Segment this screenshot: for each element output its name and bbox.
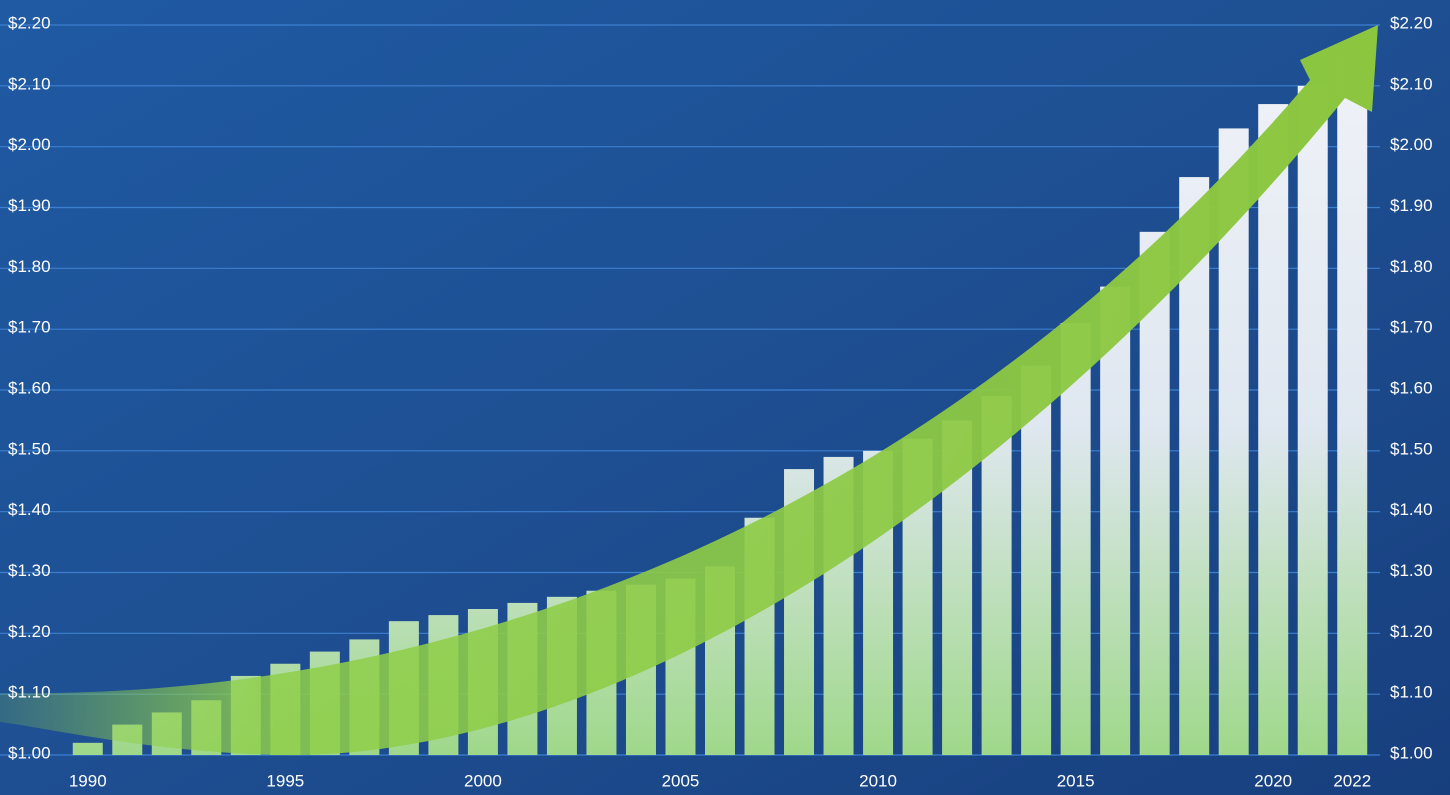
x-tick-label: 2022	[1333, 771, 1371, 790]
bar	[1060, 323, 1091, 755]
x-tick-label: 1995	[266, 771, 304, 790]
y2-tick-label: $1.80	[1390, 257, 1433, 276]
y2-tick-label: $1.60	[1390, 378, 1433, 397]
y-tick-label: $1.30	[8, 561, 51, 580]
y-tick-label: $1.10	[8, 683, 51, 702]
y-tick-label: $2.00	[8, 135, 51, 154]
y2-tick-label: $1.70	[1390, 318, 1433, 337]
bar	[1297, 85, 1328, 756]
bar	[1139, 231, 1170, 756]
y-tick-label: $1.50	[8, 439, 51, 458]
x-tick-label: 2020	[1254, 771, 1292, 790]
y2-tick-label: $1.40	[1390, 500, 1433, 519]
y-tick-label: $1.90	[8, 196, 51, 215]
y2-tick-label: $1.90	[1390, 196, 1433, 215]
y2-tick-label: $2.20	[1390, 13, 1433, 32]
bar	[1021, 365, 1052, 755]
x-tick-label: 2000	[464, 771, 502, 790]
bar	[72, 742, 103, 755]
y2-tick-label: $2.10	[1390, 74, 1433, 93]
y2-tick-label: $1.20	[1390, 622, 1433, 641]
y-tick-label: $1.80	[8, 257, 51, 276]
y-tick-label: $1.60	[8, 378, 51, 397]
y-tick-label: $1.70	[8, 318, 51, 337]
bar	[1258, 104, 1289, 756]
y-tick-label: $2.10	[8, 74, 51, 93]
x-tick-label: 2010	[859, 771, 897, 790]
y-tick-label: $1.40	[8, 500, 51, 519]
y2-tick-label: $2.00	[1390, 135, 1433, 154]
y-tick-label: $1.00	[8, 743, 51, 762]
y2-tick-label: $1.30	[1390, 561, 1433, 580]
x-tick-label: 2015	[1057, 771, 1095, 790]
x-tick-label: 1990	[69, 771, 107, 790]
y2-tick-label: $1.10	[1390, 683, 1433, 702]
labels: $1.00 $1.10 $1.20 $1.30 $1.40 $1.50 $1.60 $1.70…	[8, 13, 1433, 790]
bar	[1337, 55, 1368, 755]
y2-tick-label: $1.50	[1390, 439, 1433, 458]
x-tick-label: 2005	[662, 771, 700, 790]
bar	[1100, 286, 1131, 755]
y2-tick-label: $1.00	[1390, 743, 1433, 762]
y-tick-label: $1.20	[8, 622, 51, 641]
trend-arrow	[0, 25, 1378, 756]
y-tick-label: $2.20	[8, 13, 51, 32]
